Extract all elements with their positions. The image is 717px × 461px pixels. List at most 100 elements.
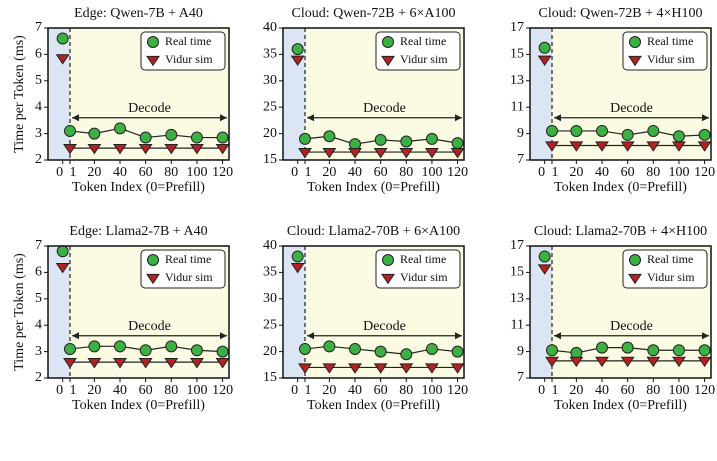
y-tick-label: 6 (35, 47, 42, 62)
y-tick-label: 11 (511, 317, 524, 332)
x-tick-label: 40 (595, 165, 609, 180)
x-axis-label: Token Index (0=Prefill) (554, 180, 687, 195)
marker-circle (291, 250, 304, 263)
legend-label: Real time (165, 34, 211, 48)
x-tick-label: 80 (646, 383, 660, 398)
marker-triangle (545, 356, 559, 368)
marker-triangle (87, 144, 102, 155)
marker-triangle (595, 356, 609, 368)
marker-triangle (298, 147, 312, 159)
y-tick-label: 25 (263, 99, 277, 114)
prefill-region (48, 28, 70, 160)
x-tick-label: 20 (87, 165, 101, 180)
marker-circle (88, 340, 101, 353)
x-tick-label: 60 (139, 383, 153, 398)
legend-marker (382, 36, 394, 48)
marker-triangle (646, 141, 661, 152)
marker-circle (451, 345, 464, 358)
marker-circle (139, 344, 152, 357)
y-tick-label: 9 (517, 126, 524, 141)
legend-box (140, 31, 226, 71)
y-tick-label: 11 (511, 99, 524, 114)
y-tick-label: 25 (263, 317, 277, 332)
y-tick-label: 30 (263, 291, 277, 306)
marker-circle (56, 32, 69, 45)
marker-triangle (322, 147, 337, 159)
x-tick-label: 80 (164, 165, 178, 180)
prefill-region (48, 246, 70, 378)
subplot-title: Cloud: Llama2-70B + 6×A100 (287, 224, 460, 239)
marker-triangle (348, 363, 362, 374)
legend-box (140, 249, 226, 289)
marker-circle (299, 342, 311, 355)
y-tick-label: 7 (35, 20, 42, 35)
legend-label: Vidur sim (400, 52, 448, 66)
x-tick-label: 120 (212, 165, 233, 180)
marker-circle (698, 344, 711, 357)
y-tick-label: 2 (35, 370, 42, 385)
marker-circle (672, 130, 685, 143)
marker-triangle (537, 55, 552, 66)
marker-triangle (569, 356, 584, 368)
x-tick-label: 0 (56, 165, 63, 180)
y-tick-label: 13 (510, 291, 524, 306)
x-tick-label: 120 (447, 165, 468, 180)
subplot-title: Cloud: Qwen-72B + 4×H100 (539, 6, 703, 21)
x-tick-label: 1 (305, 165, 312, 180)
legend-label: Real time (165, 252, 211, 266)
x-tick-label: 60 (139, 165, 153, 180)
marker-circle (323, 130, 336, 143)
x-tick-label: 100 (186, 383, 207, 398)
x-axis-label: Token Index (0=Prefill) (72, 180, 205, 195)
marker-triangle (373, 147, 388, 159)
legend-marker (147, 254, 159, 266)
marker-circle (672, 344, 685, 357)
marker-triangle (55, 54, 70, 65)
y-tick-label: 40 (263, 20, 277, 35)
marker-circle (190, 131, 203, 144)
marker-circle (374, 133, 387, 146)
marker-circle (400, 135, 413, 148)
marker-triangle (215, 358, 230, 369)
marker-circle (538, 41, 551, 54)
marker-triangle (164, 144, 179, 155)
x-tick-label: 40 (595, 383, 609, 398)
legend-marker (381, 273, 395, 285)
marker-circle (400, 348, 413, 361)
decode-label: Decode (128, 319, 171, 334)
x-tick-label: 100 (668, 383, 689, 398)
x-axis-label: Token Index (0=Prefill) (307, 398, 440, 413)
marker-circle (88, 127, 101, 140)
marker-circle (139, 131, 152, 144)
legend-marker (146, 273, 160, 285)
x-tick-label: 100 (421, 383, 442, 398)
y-tick-label: 30 (263, 73, 277, 88)
marker-triangle (450, 147, 465, 159)
y-tick-label: 40 (263, 238, 277, 253)
y-tick-label: 15 (263, 370, 277, 385)
subplot-title: Edge: Qwen-7B + A40 (74, 6, 203, 21)
subplot-title: Edge: Llama2-7B + A40 (69, 224, 207, 239)
x-tick-label: 20 (87, 383, 101, 398)
legend-box (622, 31, 708, 71)
y-tick-label: 5 (35, 291, 42, 306)
x-tick-label: 120 (212, 383, 233, 398)
marker-triangle (425, 363, 439, 374)
x-tick-label: 0 (538, 165, 545, 180)
plot-frame (47, 245, 230, 379)
marker-circle (216, 345, 229, 358)
x-tick-label: 100 (668, 165, 689, 180)
y-tick-label: 20 (263, 126, 277, 141)
marker-circle (165, 340, 178, 353)
legend-box (622, 249, 708, 289)
marker-circle (114, 122, 127, 135)
legend-marker (629, 254, 641, 266)
y-tick-label: 35 (263, 47, 277, 62)
marker-circle (64, 342, 76, 355)
plot-frame (282, 27, 465, 161)
x-tick-label: 80 (646, 165, 660, 180)
